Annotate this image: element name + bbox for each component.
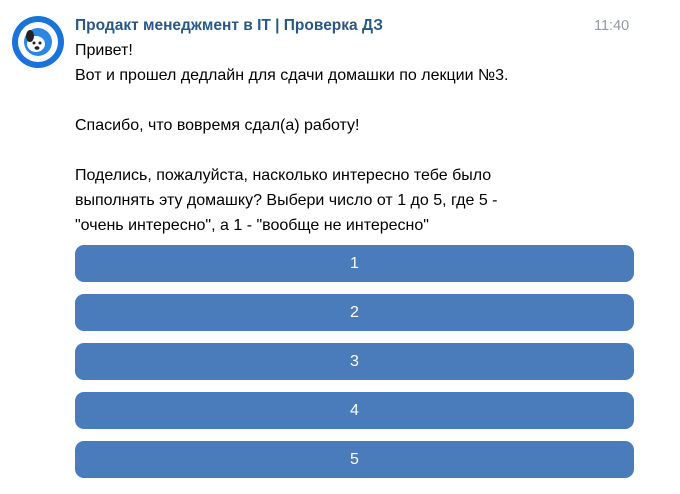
message-time: 11:40	[594, 18, 630, 34]
text-line: Поделись, пожалуйста, насколько интересн…	[75, 167, 492, 184]
text-line: Привет!	[75, 42, 133, 59]
answer-button[interactable]: 4	[75, 392, 634, 429]
inline-keyboard: 1 2 3 4 5	[75, 245, 634, 490]
answer-button[interactable]: 1	[75, 245, 634, 282]
text-line: "очень интересно", а 1 - "вообще не инте…	[75, 217, 429, 234]
paragraph: Поделись, пожалуйста, насколько интересн…	[75, 163, 635, 238]
text-line: Спасибо, что вовремя сдал(а) работу!	[75, 117, 360, 134]
text-line: Вот и прошел дедлайн для сдачи домашки п…	[75, 67, 509, 84]
answer-button[interactable]: 2	[75, 294, 634, 331]
avatar	[12, 16, 64, 68]
text-line: выполнять эту домашку? Выбери число от 1…	[75, 192, 498, 209]
message-text: Привет! Вот и прошел дедлайн для сдачи до…	[75, 38, 635, 263]
answer-button[interactable]: 5	[75, 441, 634, 478]
paragraph: Привет! Вот и прошел дедлайн для сдачи до…	[75, 38, 635, 88]
answer-button[interactable]: 3	[75, 343, 634, 380]
paragraph: Спасибо, что вовремя сдал(а) работу!	[75, 113, 635, 138]
sender-name[interactable]: Продакт менеджмент в IT | Проверка ДЗ	[75, 17, 383, 34]
